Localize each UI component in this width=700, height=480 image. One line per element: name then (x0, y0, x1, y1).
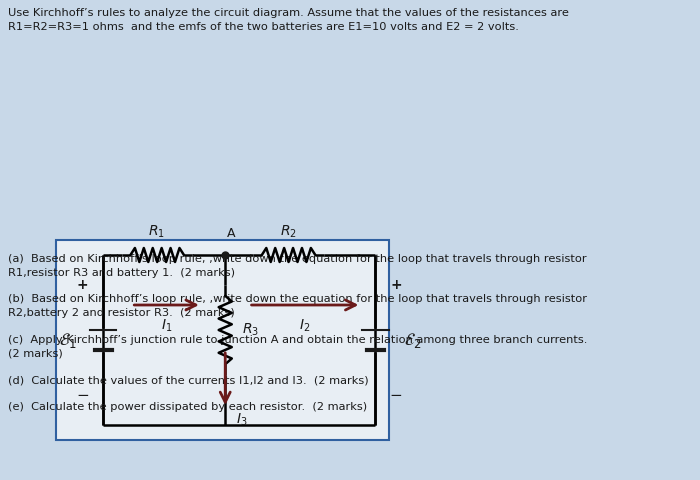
Text: +: + (77, 278, 88, 292)
Text: R2,battery 2 and resistor R3.  (2 marks): R2,battery 2 and resistor R3. (2 marks) (8, 308, 234, 318)
Text: (d)  Calculate the values of the currents I1,I2 and I3.  (2 marks): (d) Calculate the values of the currents… (8, 375, 368, 385)
Text: Use Kirchhoff’s rules to analyze the circuit diagram. Assume that the values of : Use Kirchhoff’s rules to analyze the cir… (8, 8, 568, 18)
Text: (c)  Apply Kirchhoff’s junction rule to junction A and obtain the relation among: (c) Apply Kirchhoff’s junction rule to j… (8, 335, 587, 345)
Text: +: + (390, 278, 402, 292)
Text: (a)  Based on Kirchhoff’s loop rule, ,write down the equation for the loop that : (a) Based on Kirchhoff’s loop rule, ,wri… (8, 254, 586, 264)
Text: $R_3$: $R_3$ (242, 322, 259, 338)
Text: $R_2$: $R_2$ (280, 224, 297, 240)
Bar (56, 240, 389, 440)
Text: $I_1$: $I_1$ (162, 318, 173, 335)
Text: $I_3$: $I_3$ (237, 412, 248, 428)
Text: $\mathcal{E}_2$: $\mathcal{E}_2$ (404, 331, 421, 349)
Text: (b)  Based on Kirchhoff’s loop rule, ,write down the equation for the loop that : (b) Based on Kirchhoff’s loop rule, ,wri… (8, 295, 587, 304)
Text: $R_1$: $R_1$ (148, 224, 165, 240)
Text: A: A (227, 227, 236, 240)
Text: R1=R2=R3=1 ohms  and the emfs of the two batteries are E1=10 volts and E2 = 2 vo: R1=R2=R3=1 ohms and the emfs of the two … (8, 22, 519, 32)
Text: −: − (76, 387, 89, 403)
Text: (e)  Calculate the power dissipated by each resistor.  (2 marks): (e) Calculate the power dissipated by ea… (8, 403, 367, 412)
Text: −: − (390, 387, 402, 403)
Text: $I_2$: $I_2$ (300, 318, 311, 335)
Text: (2 marks): (2 marks) (8, 348, 62, 359)
Text: R1,resistor R3 and battery 1.  (2 marks): R1,resistor R3 and battery 1. (2 marks) (8, 267, 234, 277)
Text: $\mathcal{E}_1$: $\mathcal{E}_1$ (59, 331, 76, 349)
